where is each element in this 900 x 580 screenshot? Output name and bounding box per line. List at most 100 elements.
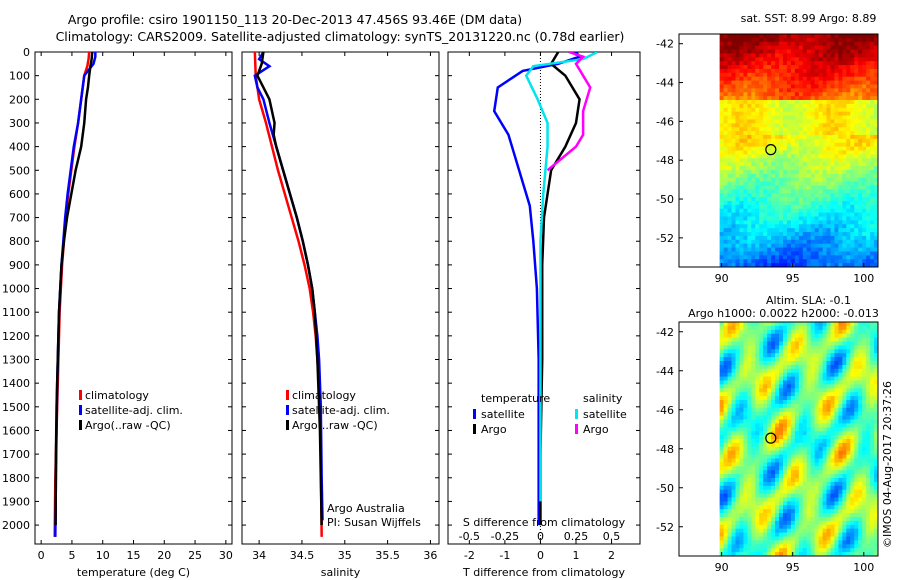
heatmap-cell [735,466,740,471]
heatmap-cell [850,216,855,221]
heatmap-cell [790,123,796,128]
heatmap-cell [755,478,760,483]
heatmap-cell [826,544,831,549]
heatmap-cell [798,524,804,530]
heatmap-cell [798,517,804,522]
heatmap-cell [830,61,835,66]
heatmap-cell [794,505,800,510]
heatmap-cell [822,150,828,155]
heatmap-cell [751,333,756,339]
heatmap-cell [759,466,764,471]
heatmap-cell [810,119,816,124]
heatmap-cell [743,376,748,381]
heatmap-cell [874,392,879,397]
heatmap-cell [806,505,812,510]
heatmap-cell [767,119,772,124]
heatmap-cell [771,384,776,389]
heatmap-cell [798,501,804,506]
heatmap-cell [822,329,828,335]
heatmap-cell [755,333,760,339]
heatmap-cell [755,212,760,218]
heatmap-cell [862,376,867,381]
heatmap-cell [842,333,847,339]
heatmap-cell [810,212,816,218]
heatmap-cell [763,364,768,370]
heatmap-cell [798,150,804,155]
heatmap-cell [755,119,760,124]
heatmap-cell [786,524,792,530]
heatmap-cell [755,337,760,342]
heatmap-cell [763,388,768,393]
heatmap-cell [826,134,831,140]
heatmap-cell [798,119,804,124]
heatmap-cell [862,247,867,252]
heatmap-cell [790,505,796,510]
heatmap-cell [743,235,748,241]
heatmap-cell [818,423,824,428]
heatmap-cell [747,322,752,327]
heatmap-cell [735,103,740,109]
heatmap-cell [858,364,863,370]
heatmap-cell [735,127,740,132]
heatmap-cell [786,407,792,413]
heatmap-cell [858,146,863,151]
heatmap-cell [814,185,820,190]
heatmap-cell [862,364,867,370]
heatmap-cell [826,345,831,350]
heatmap-cell [723,364,729,370]
heatmap-cell [747,423,752,428]
heatmap-cell [739,415,744,420]
heatmap-cell [743,396,748,401]
heatmap-cell [814,540,820,545]
heatmap-cell [767,224,772,229]
heatmap-cell [842,341,847,346]
heatmap-cell [818,544,824,549]
heatmap-cell [814,49,820,54]
heatmap-cell [862,216,867,221]
heatmap-cell [814,544,820,549]
heatmap-cell [834,478,839,483]
heatmap-cell [858,243,863,249]
heatmap-cell [763,61,768,66]
heatmap-cell [842,185,847,190]
heatmap-cell [858,462,863,467]
heatmap-cell [858,134,863,140]
heatmap-cell [814,341,820,346]
heatmap-cell [818,536,824,541]
heatmap-cell [838,127,843,132]
heatmap-cell [810,466,816,471]
heatmap-cell [794,458,800,463]
heatmap-cell [755,84,760,89]
heatmap-cell [739,80,744,85]
heatmap-cell [747,501,752,506]
heatmap-cell [767,181,772,186]
heatmap-cell [846,251,851,256]
heatmap-cell [814,134,820,140]
heatmap-cell [810,364,816,370]
heatmap-cell [735,540,740,545]
heatmap-cell [858,435,863,440]
heatmap-cell [794,41,800,47]
heatmap-cell [854,415,859,420]
heatmap-cell [767,45,772,51]
heatmap-cell [802,501,808,506]
heatmap-cell [834,131,839,136]
heatmap-cell [834,146,839,151]
heatmap-cell [782,193,788,198]
heatmap-cell [874,107,879,113]
heatmap-cell [814,166,820,171]
heatmap-cell [775,485,780,491]
heatmap-cell [743,200,748,206]
heatmap-cell [806,419,812,424]
heatmap-cell [870,255,875,260]
heatmap-cell [731,123,736,128]
heatmap-cell [775,53,780,58]
heatmap-cell [814,37,820,43]
heatmap-cell [743,419,748,424]
heatmap-cell [767,497,772,502]
heatmap-cell [790,462,796,467]
heatmap-cell [870,88,875,93]
heatmap-cell [735,197,740,202]
heatmap-cell [818,177,824,183]
heatmap-cell [806,228,812,233]
